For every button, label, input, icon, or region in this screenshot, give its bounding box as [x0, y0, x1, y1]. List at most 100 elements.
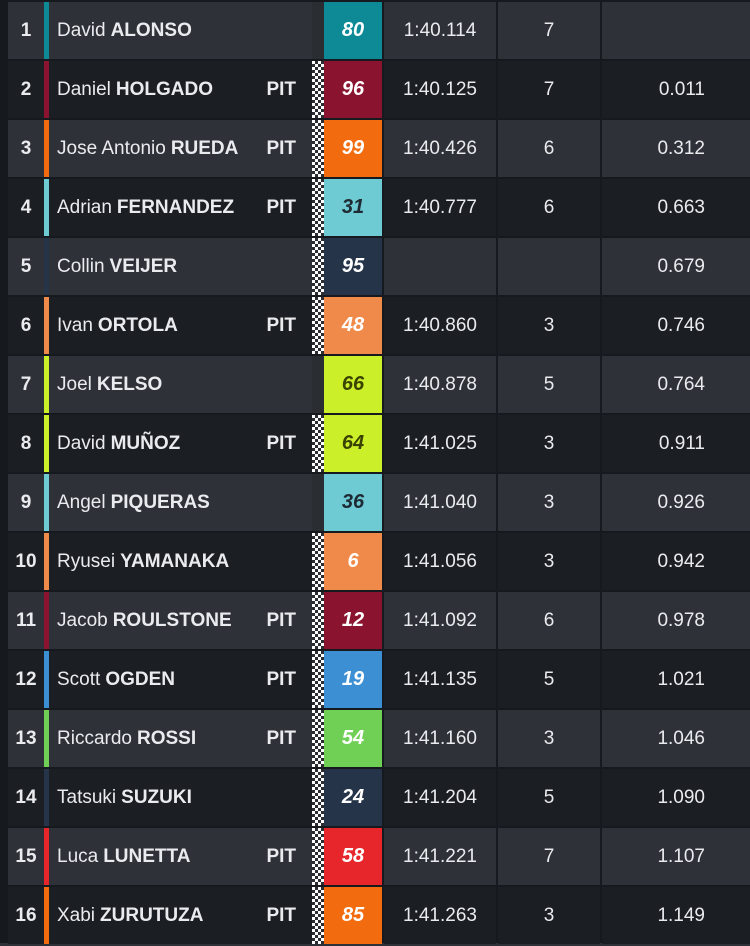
rider-number-badge: 19 — [324, 651, 382, 708]
position-cell: 6 — [8, 297, 44, 354]
best-lap-time: 1:40.426 — [384, 120, 496, 177]
lap-count: 3 — [498, 533, 600, 590]
rider-cell[interactable]: Scott OGDEN — [44, 651, 312, 708]
timing-row[interactable]: 13 Riccardo ROSSI PIT 54 1:41.160 3 1.04… — [0, 710, 750, 767]
rider-cell[interactable]: Riccardo ROSSI — [44, 710, 312, 767]
rider-cell[interactable]: Xabi ZURUTUZA — [44, 887, 312, 944]
best-lap-time: 1:41.204 — [384, 769, 496, 826]
timing-row[interactable]: 3 Jose Antonio RUEDA PIT 99 1:40.426 6 0… — [0, 120, 750, 177]
timing-row[interactable]: 11 Jacob ROULSTONE PIT 12 1:41.092 6 0.9… — [0, 592, 750, 649]
timing-row[interactable]: 16 Xabi ZURUTUZA PIT 85 1:41.263 3 1.149 — [0, 887, 750, 944]
team-color-bar — [44, 769, 49, 826]
rider-cell[interactable]: Collin VEIJER — [44, 238, 312, 295]
lap-count: 5 — [498, 356, 600, 413]
timing-row[interactable]: 6 Ivan ORTOLA PIT 48 1:40.860 3 0.746 — [0, 297, 750, 354]
gap-to-leader: 1.021 — [602, 651, 750, 708]
rider-first-name: Luca — [57, 845, 99, 867]
lap-count: 5 — [498, 651, 600, 708]
rider-name: Ivan ORTOLA — [57, 297, 178, 354]
rider-cell[interactable]: Adrian FERNANDEZ — [44, 179, 312, 236]
rider-number-badge: 54 — [324, 710, 382, 767]
team-color-bar — [44, 415, 49, 472]
timing-row[interactable]: 5 Collin VEIJER 95 0.679 — [0, 238, 750, 295]
timing-row[interactable]: 8 David MUÑOZ PIT 64 1:41.025 3 0.911 — [0, 415, 750, 472]
rider-last-name: KELSO — [96, 373, 163, 395]
gap-to-leader: 0.942 — [602, 533, 750, 590]
gap-to-leader: 0.746 — [602, 297, 750, 354]
timing-row[interactable]: 1 David ALONSO 80 1:40.114 7 — [0, 2, 750, 59]
gap-to-leader: 0.926 — [602, 474, 750, 531]
lap-count: 5 — [498, 769, 600, 826]
timing-row[interactable]: 4 Adrian FERNANDEZ PIT 31 1:40.777 6 0.6… — [0, 179, 750, 236]
checkered-flag-icon — [312, 710, 324, 767]
timing-row[interactable]: 12 Scott OGDEN PIT 19 1:41.135 5 1.021 — [0, 651, 750, 708]
pit-indicator: PIT — [266, 432, 296, 454]
rider-cell[interactable]: Tatsuki SUZUKI — [44, 769, 312, 826]
rider-number-badge: 99 — [324, 120, 382, 177]
pit-indicator: PIT — [266, 904, 296, 926]
rider-name: Collin VEIJER — [57, 238, 177, 295]
rider-cell[interactable]: Ivan ORTOLA — [44, 297, 312, 354]
gap-to-leader: 1.090 — [602, 769, 750, 826]
rider-name: Daniel HOLGADO — [57, 61, 213, 118]
rider-last-name: RUEDA — [170, 137, 239, 159]
rider-last-name: VEIJER — [109, 255, 178, 277]
best-lap-time: 1:40.878 — [384, 356, 496, 413]
rider-cell[interactable]: Angel PIQUERAS — [44, 474, 312, 531]
best-lap-time: 1:40.125 — [384, 61, 496, 118]
best-lap-time: 1:41.135 — [384, 651, 496, 708]
rider-last-name: PIQUERAS — [110, 491, 210, 513]
rider-first-name: Ivan — [57, 314, 93, 336]
pit-indicator: PIT — [266, 609, 296, 631]
lap-count: 6 — [498, 592, 600, 649]
checkered-flag-icon — [312, 533, 324, 590]
timing-row[interactable]: 10 Ryusei YAMANAKA 6 1:41.056 3 0.942 — [0, 533, 750, 590]
timing-row[interactable]: 2 Daniel HOLGADO PIT 96 1:40.125 7 0.011 — [0, 61, 750, 118]
rider-number-badge: 58 — [324, 828, 382, 885]
best-lap-time: 1:40.777 — [384, 179, 496, 236]
best-lap-time: 1:41.056 — [384, 533, 496, 590]
best-lap-time: 1:41.263 — [384, 887, 496, 944]
rider-cell[interactable]: Jacob ROULSTONE — [44, 592, 312, 649]
timing-row[interactable]: 14 Tatsuki SUZUKI 24 1:41.204 5 1.090 — [0, 769, 750, 826]
rider-cell[interactable]: Ryusei YAMANAKA — [44, 533, 312, 590]
rider-last-name: OGDEN — [105, 668, 175, 690]
pit-indicator: PIT — [266, 668, 296, 690]
team-color-bar — [44, 533, 49, 590]
rider-cell[interactable]: Jose Antonio RUEDA — [44, 120, 312, 177]
gap-to-leader: 0.312 — [602, 120, 750, 177]
pit-indicator — [248, 2, 310, 59]
rider-name: Ryusei YAMANAKA — [57, 533, 229, 590]
timing-row[interactable]: 9 Angel PIQUERAS 36 1:41.040 3 0.926 — [0, 474, 750, 531]
pit-indicator: PIT — [266, 845, 296, 867]
rider-last-name: MUÑOZ — [110, 432, 181, 454]
rider-cell[interactable]: Daniel HOLGADO — [44, 61, 312, 118]
timing-row[interactable]: 15 Luca LUNETTA PIT 58 1:41.221 7 1.107 — [0, 828, 750, 885]
rider-number-badge: 36 — [324, 474, 382, 531]
rider-first-name: Xabi — [57, 904, 96, 926]
timing-row[interactable]: 7 Joel KELSO 66 1:40.878 5 0.764 — [0, 356, 750, 413]
position-cell: 3 — [8, 120, 44, 177]
rider-name: Luca LUNETTA — [57, 828, 190, 885]
checkered-flag-icon — [312, 415, 324, 472]
team-color-bar — [44, 61, 49, 118]
position-cell: 8 — [8, 415, 44, 472]
rider-last-name: FERNANDEZ — [116, 196, 235, 218]
team-color-bar — [44, 297, 49, 354]
rider-name: David ALONSO — [57, 2, 192, 59]
checkered-flag-icon — [312, 297, 324, 354]
lap-count: 3 — [498, 297, 600, 354]
rider-cell[interactable]: Luca LUNETTA — [44, 828, 312, 885]
rider-name: Jose Antonio RUEDA — [57, 120, 238, 177]
rider-cell[interactable]: David MUÑOZ — [44, 415, 312, 472]
rider-cell[interactable]: David ALONSO — [44, 2, 312, 59]
position-cell: 10 — [8, 533, 44, 590]
gap-to-leader: 1.046 — [602, 710, 750, 767]
checkered-flag-icon — [312, 769, 324, 826]
rider-name: Angel PIQUERAS — [57, 474, 210, 531]
best-lap-time — [384, 238, 496, 295]
rider-cell[interactable]: Joel KELSO — [44, 356, 312, 413]
checkered-flag-icon — [312, 2, 324, 59]
pit-indicator — [248, 533, 310, 590]
team-color-bar — [44, 887, 49, 944]
